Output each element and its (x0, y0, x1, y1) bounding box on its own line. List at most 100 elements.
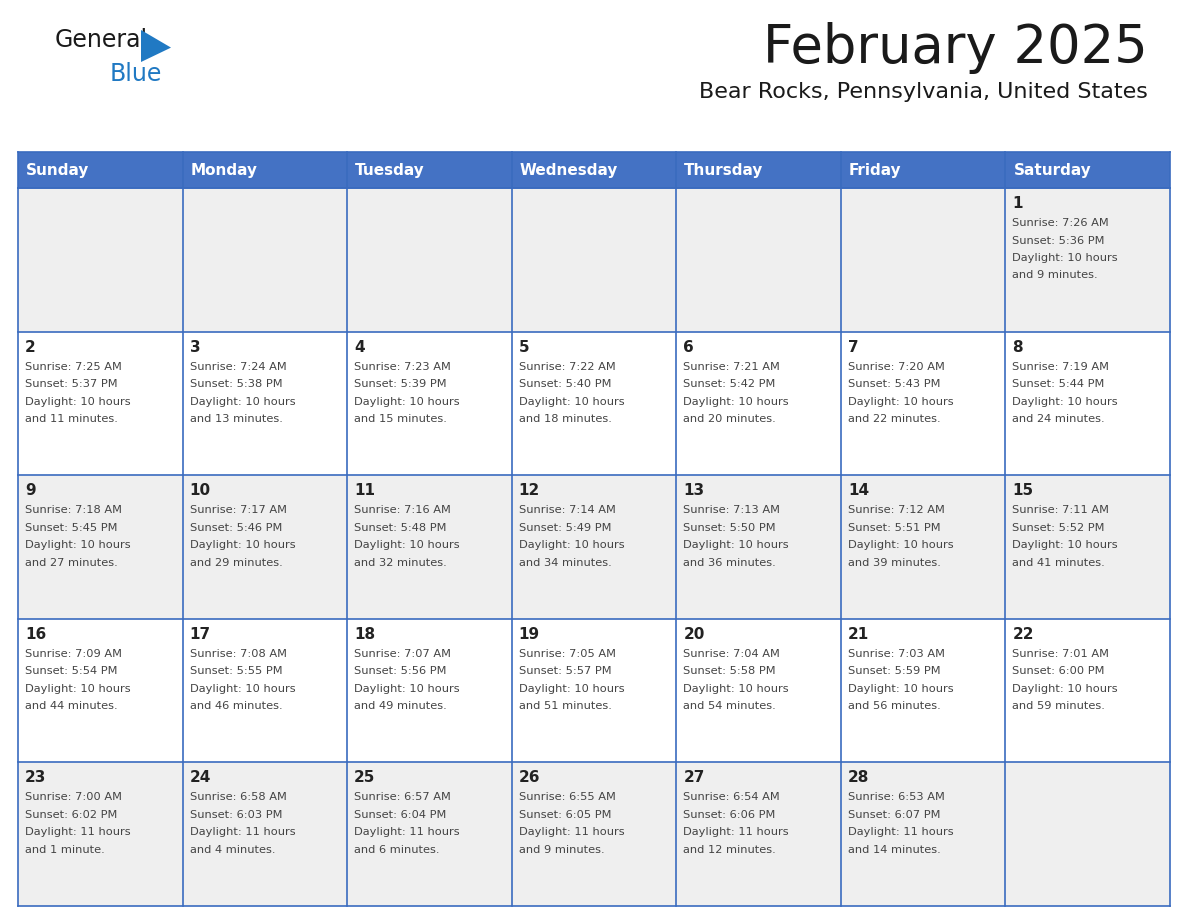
Text: Sunrise: 6:58 AM: Sunrise: 6:58 AM (190, 792, 286, 802)
Text: and 4 minutes.: and 4 minutes. (190, 845, 276, 855)
Text: and 6 minutes.: and 6 minutes. (354, 845, 440, 855)
Text: Sunset: 6:07 PM: Sunset: 6:07 PM (848, 810, 941, 820)
Text: Daylight: 10 hours: Daylight: 10 hours (25, 540, 131, 550)
Text: Daylight: 10 hours: Daylight: 10 hours (190, 397, 295, 407)
Bar (1005, 619, 1170, 763)
Text: and 59 minutes.: and 59 minutes. (1012, 701, 1105, 711)
Text: Daylight: 10 hours: Daylight: 10 hours (848, 540, 954, 550)
Bar (347, 331, 512, 476)
Text: Sunrise: 7:08 AM: Sunrise: 7:08 AM (190, 649, 286, 659)
Bar (1005, 476, 1170, 619)
Text: Sunset: 5:43 PM: Sunset: 5:43 PM (848, 379, 941, 389)
Bar (512, 619, 676, 763)
Text: Sunset: 6:05 PM: Sunset: 6:05 PM (519, 810, 611, 820)
Text: Sunset: 5:57 PM: Sunset: 5:57 PM (519, 666, 612, 677)
Bar (1005, 763, 1170, 906)
Bar (512, 331, 676, 476)
Text: 15: 15 (1012, 483, 1034, 498)
Text: and 34 minutes.: and 34 minutes. (519, 558, 612, 567)
Text: and 13 minutes.: and 13 minutes. (190, 414, 283, 424)
Text: Daylight: 10 hours: Daylight: 10 hours (190, 684, 295, 694)
Text: and 49 minutes.: and 49 minutes. (354, 701, 447, 711)
Polygon shape (141, 30, 171, 62)
Text: Daylight: 10 hours: Daylight: 10 hours (683, 684, 789, 694)
Text: Thursday: Thursday (684, 162, 764, 177)
Text: Wednesday: Wednesday (519, 162, 618, 177)
Text: Sunset: 6:06 PM: Sunset: 6:06 PM (683, 810, 776, 820)
Text: Sunset: 5:58 PM: Sunset: 5:58 PM (683, 666, 776, 677)
Bar (18, 331, 183, 476)
Text: Sunset: 6:00 PM: Sunset: 6:00 PM (1012, 666, 1105, 677)
Text: Monday: Monday (190, 162, 258, 177)
Text: 24: 24 (190, 770, 211, 786)
Text: Daylight: 10 hours: Daylight: 10 hours (683, 540, 789, 550)
Text: Sunset: 5:59 PM: Sunset: 5:59 PM (848, 666, 941, 677)
Text: Sunrise: 7:03 AM: Sunrise: 7:03 AM (848, 649, 944, 659)
Text: 10: 10 (190, 483, 210, 498)
Bar (841, 476, 1005, 619)
Text: Sunset: 5:42 PM: Sunset: 5:42 PM (683, 379, 776, 389)
Text: Sunday: Sunday (26, 162, 89, 177)
Text: and 20 minutes.: and 20 minutes. (683, 414, 776, 424)
Text: Sunset: 5:39 PM: Sunset: 5:39 PM (354, 379, 447, 389)
Bar (347, 476, 512, 619)
Text: Sunset: 6:04 PM: Sunset: 6:04 PM (354, 810, 447, 820)
Text: 17: 17 (190, 627, 210, 642)
Bar (841, 331, 1005, 476)
Text: Sunrise: 7:14 AM: Sunrise: 7:14 AM (519, 505, 615, 515)
Text: Saturday: Saturday (1013, 162, 1092, 177)
Text: Sunrise: 7:21 AM: Sunrise: 7:21 AM (683, 362, 781, 372)
Text: Sunset: 5:36 PM: Sunset: 5:36 PM (1012, 236, 1105, 245)
Text: Daylight: 10 hours: Daylight: 10 hours (190, 540, 295, 550)
Text: Sunset: 5:49 PM: Sunset: 5:49 PM (519, 522, 611, 532)
Text: and 15 minutes.: and 15 minutes. (354, 414, 447, 424)
Text: and 24 minutes.: and 24 minutes. (1012, 414, 1105, 424)
Text: Daylight: 10 hours: Daylight: 10 hours (1012, 684, 1118, 694)
Text: Sunrise: 7:22 AM: Sunrise: 7:22 AM (519, 362, 615, 372)
Text: Sunrise: 6:57 AM: Sunrise: 6:57 AM (354, 792, 451, 802)
Text: Daylight: 11 hours: Daylight: 11 hours (190, 827, 295, 837)
Text: Tuesday: Tuesday (355, 162, 425, 177)
Bar (512, 763, 676, 906)
Text: 7: 7 (848, 340, 859, 354)
Bar (18, 619, 183, 763)
Text: Sunrise: 7:17 AM: Sunrise: 7:17 AM (190, 505, 286, 515)
Bar (512, 188, 676, 331)
Text: Sunrise: 7:19 AM: Sunrise: 7:19 AM (1012, 362, 1110, 372)
Text: 23: 23 (25, 770, 46, 786)
Text: Daylight: 11 hours: Daylight: 11 hours (683, 827, 789, 837)
Text: Daylight: 10 hours: Daylight: 10 hours (25, 684, 131, 694)
Text: Daylight: 10 hours: Daylight: 10 hours (519, 540, 625, 550)
Text: 4: 4 (354, 340, 365, 354)
Text: Sunset: 6:02 PM: Sunset: 6:02 PM (25, 810, 118, 820)
Bar (841, 619, 1005, 763)
Text: Sunrise: 7:26 AM: Sunrise: 7:26 AM (1012, 218, 1110, 228)
Text: General: General (55, 28, 148, 52)
Bar (841, 763, 1005, 906)
Text: Sunset: 5:46 PM: Sunset: 5:46 PM (190, 522, 282, 532)
Text: 26: 26 (519, 770, 541, 786)
Text: Sunset: 5:37 PM: Sunset: 5:37 PM (25, 379, 118, 389)
Text: 1: 1 (1012, 196, 1023, 211)
Text: Daylight: 11 hours: Daylight: 11 hours (354, 827, 460, 837)
Text: and 27 minutes.: and 27 minutes. (25, 558, 118, 567)
Text: 20: 20 (683, 627, 704, 642)
Text: and 44 minutes.: and 44 minutes. (25, 701, 118, 711)
Text: Daylight: 11 hours: Daylight: 11 hours (25, 827, 131, 837)
Text: Sunrise: 7:24 AM: Sunrise: 7:24 AM (190, 362, 286, 372)
Text: Sunset: 6:03 PM: Sunset: 6:03 PM (190, 810, 282, 820)
Text: Sunrise: 6:54 AM: Sunrise: 6:54 AM (683, 792, 781, 802)
Text: Daylight: 10 hours: Daylight: 10 hours (1012, 397, 1118, 407)
Text: Sunset: 5:51 PM: Sunset: 5:51 PM (848, 522, 941, 532)
Text: 13: 13 (683, 483, 704, 498)
Bar (183, 619, 347, 763)
Bar (512, 476, 676, 619)
Text: 25: 25 (354, 770, 375, 786)
Text: and 41 minutes.: and 41 minutes. (1012, 558, 1105, 567)
Text: Sunrise: 6:55 AM: Sunrise: 6:55 AM (519, 792, 615, 802)
Text: 18: 18 (354, 627, 375, 642)
Text: Daylight: 11 hours: Daylight: 11 hours (848, 827, 954, 837)
Text: Sunrise: 7:18 AM: Sunrise: 7:18 AM (25, 505, 122, 515)
Text: Sunset: 5:38 PM: Sunset: 5:38 PM (190, 379, 283, 389)
Text: and 51 minutes.: and 51 minutes. (519, 701, 612, 711)
